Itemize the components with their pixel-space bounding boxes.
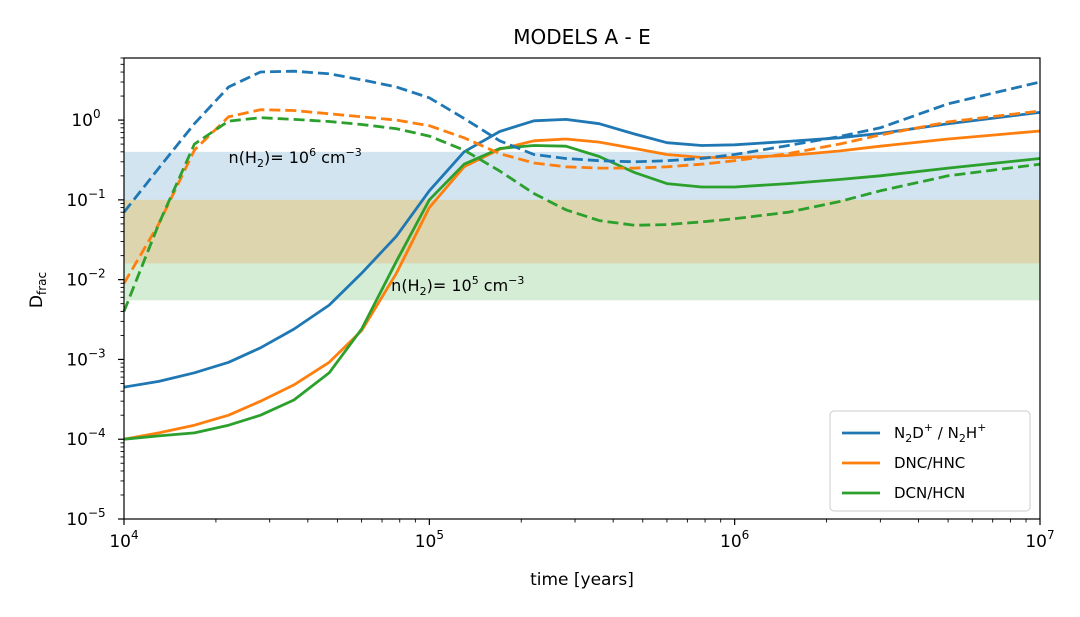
annotation-superscript: −3 bbox=[346, 146, 362, 159]
series-line-dcn-dashed bbox=[122, 116, 1041, 312]
legend-n2dp-text-part: H bbox=[966, 424, 977, 442]
y-tick-label-exponent: −4 bbox=[88, 426, 106, 440]
annotation-text: )= 10 bbox=[264, 148, 309, 167]
legend-n2dp-text-part: / N bbox=[933, 424, 959, 442]
legend-dnc-text-part: DNC/HNC bbox=[894, 454, 965, 472]
series-line-n2dp-solid bbox=[123, 111, 1041, 389]
x-tick-label: 107 bbox=[1025, 528, 1054, 552]
x-tick-label: 106 bbox=[720, 528, 749, 552]
x-tick-label-exponent: 7 bbox=[1047, 528, 1055, 542]
x-tick-label-exponent: 6 bbox=[742, 528, 750, 542]
legend-box bbox=[829, 410, 1031, 512]
annotation-text: )= 10 bbox=[427, 276, 472, 295]
y-tick-label-exponent: −2 bbox=[88, 267, 106, 281]
x-tick-label-base: 10 bbox=[109, 532, 131, 552]
annotation-high-density: n(H2)= 106 cm−3 bbox=[229, 146, 362, 170]
x-tick-label-exponent: 5 bbox=[436, 528, 444, 542]
annotation-low-density: n(H2)= 105 cm−3 bbox=[391, 274, 524, 298]
band-dcn bbox=[124, 199, 1040, 301]
y-tick-label-base: 10 bbox=[71, 111, 93, 131]
annotation-superscript: −3 bbox=[508, 274, 524, 287]
y-axis-title: Dfrac bbox=[27, 272, 49, 308]
y-tick-label: 100 bbox=[71, 107, 100, 131]
y-tick-label-base: 10 bbox=[66, 350, 88, 370]
annotation-text: cm bbox=[479, 276, 508, 295]
annotation-subscript: 2 bbox=[257, 157, 264, 170]
y-tick-label: 10−4 bbox=[66, 426, 105, 450]
legend-n2dp-text-part: + bbox=[977, 421, 986, 434]
x-tick-label: 105 bbox=[415, 528, 444, 552]
x-tick-label-exponent: 4 bbox=[131, 528, 139, 542]
y-axis-title-main: D bbox=[27, 295, 47, 308]
chart-title: MODELS A - E bbox=[513, 25, 650, 49]
y-tick-label: 10−1 bbox=[66, 187, 105, 211]
y-tick-label-base: 10 bbox=[66, 271, 88, 291]
y-tick-label: 10−2 bbox=[66, 267, 105, 291]
x-tick-label-base: 10 bbox=[415, 532, 437, 552]
series-line-n2dp-dashed bbox=[122, 69, 1041, 214]
band-dnc bbox=[124, 199, 1040, 264]
legend-dnc-label: DNC/HNC bbox=[894, 454, 965, 472]
x-tick-label-base: 10 bbox=[1025, 532, 1047, 552]
series-line-dnc-dashed bbox=[122, 108, 1041, 285]
y-tick-label-exponent: 0 bbox=[93, 107, 101, 121]
y-axis-title-subscript: frac bbox=[35, 272, 49, 295]
annotation-text: n(H bbox=[229, 148, 257, 167]
x-tick-label: 104 bbox=[109, 528, 138, 552]
annotations: n(H2)= 106 cm−3n(H2)= 105 cm−3 bbox=[229, 146, 525, 298]
legend-n2dp-label: N2D+ / N2H+ bbox=[894, 421, 986, 445]
y-tick-label-exponent: −3 bbox=[88, 346, 106, 360]
y-tick-label-exponent: −5 bbox=[88, 506, 106, 520]
legend-n2dp-text-part: 2 bbox=[959, 432, 966, 445]
series-line-dnc-solid bbox=[123, 129, 1041, 441]
y-tick-label-base: 10 bbox=[66, 510, 88, 530]
y-tick-label-exponent: −1 bbox=[88, 187, 106, 201]
plot-frame bbox=[123, 57, 1041, 520]
annotation-text: cm bbox=[316, 148, 345, 167]
y-tick-label-base: 10 bbox=[66, 430, 88, 450]
legend-n2dp-text-part: + bbox=[924, 421, 933, 434]
legend-n2dp-text-part: D bbox=[912, 424, 924, 442]
x-tick-label-base: 10 bbox=[720, 532, 742, 552]
annotation-text: n(H bbox=[391, 276, 419, 295]
annotation-superscript: 6 bbox=[309, 146, 316, 159]
annotation-superscript: 5 bbox=[472, 274, 479, 287]
y-tick-label-base: 10 bbox=[66, 191, 88, 211]
y-tick-label: 10−3 bbox=[66, 346, 105, 370]
y-tick-label: 10−5 bbox=[66, 506, 105, 530]
legend-n2dp-text-part: 2 bbox=[905, 432, 912, 445]
annotation-subscript: 2 bbox=[420, 285, 427, 298]
legend-dcn-label: DCN/HCN bbox=[894, 484, 965, 502]
legend-dcn-text-part: DCN/HCN bbox=[894, 484, 965, 502]
x-axis-title: time [years] bbox=[530, 570, 634, 590]
series-lines bbox=[122, 69, 1041, 441]
legend-n2dp-text-part: N bbox=[894, 424, 905, 442]
